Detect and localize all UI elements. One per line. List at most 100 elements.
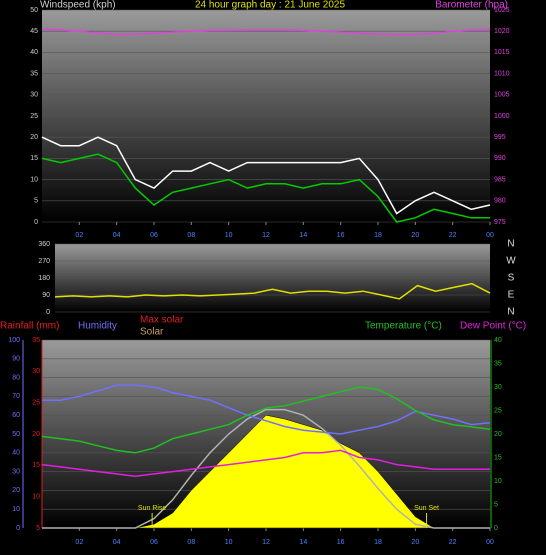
x-tick-label: 10 <box>225 539 233 546</box>
y-tick-label: 30 <box>494 384 502 391</box>
y-tick-label: 995 <box>494 134 506 141</box>
x-tick-label: 20 <box>411 232 419 239</box>
y-tick-label: 980 <box>494 198 506 205</box>
y-tick-label: 30 <box>30 92 38 99</box>
y-tick-label: 5 <box>494 501 498 508</box>
y-tick-label: 1025 <box>494 7 510 14</box>
y-tick-label: 1015 <box>494 49 510 56</box>
compass-label: E <box>508 290 515 301</box>
compass-label: W <box>506 256 516 267</box>
x-tick-label: 20 <box>411 539 419 546</box>
axis-label: Rainfall (mm) <box>0 321 59 332</box>
y-tick-label: 90 <box>42 292 50 299</box>
line <box>42 408 490 529</box>
y-tick-label: 25 <box>32 400 40 407</box>
line <box>42 384 491 435</box>
compass-label: N <box>507 307 514 318</box>
y-tick-label: 45 <box>30 28 38 35</box>
y-tick-label: 1020 <box>494 28 510 35</box>
compass-label: N <box>507 239 514 250</box>
y-tick-label: 10 <box>30 176 38 183</box>
legend-label: Dew Point (°C) <box>460 321 526 332</box>
y-tick-label: 990 <box>494 155 506 162</box>
y-tick-label: 35 <box>30 70 38 77</box>
x-tick-label: 06 <box>150 232 158 239</box>
y-tick-label: 35 <box>32 337 40 344</box>
x-tick-label: 10 <box>225 232 233 239</box>
y-tick-label: 25 <box>494 407 502 414</box>
y-tick-label: 70 <box>12 393 20 400</box>
x-tick-label: 14 <box>299 232 307 239</box>
line <box>41 449 490 478</box>
line <box>54 282 491 300</box>
y-tick-label: 30 <box>12 468 20 475</box>
y-tick-label: 1005 <box>494 92 510 99</box>
x-tick-label: 08 <box>187 539 195 546</box>
y-tick-label: 1000 <box>494 113 510 120</box>
y-tick-label: 25 <box>30 113 38 120</box>
x-tick-label: 00 <box>486 539 494 546</box>
y-tick-label: 270 <box>38 258 50 265</box>
x-tick-label: 02 <box>75 232 83 239</box>
y-tick-label: 20 <box>30 134 38 141</box>
line <box>41 28 490 36</box>
x-tick-label: 02 <box>75 539 83 546</box>
y-tick-label: 40 <box>12 450 20 457</box>
axis-label: Windspeed (kph) <box>40 0 116 11</box>
annotation: Sun Set <box>414 505 439 512</box>
y-tick-label: 50 <box>30 7 38 14</box>
y-tick-label: 15 <box>30 155 38 162</box>
x-tick-label: 22 <box>449 232 457 239</box>
compass-label: S <box>508 273 515 284</box>
x-tick-label: 18 <box>374 539 382 546</box>
y-tick-label: 60 <box>12 412 20 419</box>
y-tick-label: 0 <box>34 219 38 226</box>
line <box>41 136 491 215</box>
y-tick-label: 30 <box>32 368 40 375</box>
y-tick-label: 10 <box>494 478 502 485</box>
y-tick-label: 360 <box>38 241 50 248</box>
chart-title: 24 hour graph day : 21 June 2025 <box>195 0 346 11</box>
y-tick-label: 100 <box>8 337 20 344</box>
legend-label: Humidity <box>78 321 117 332</box>
y-tick-label: 20 <box>32 431 40 438</box>
x-tick-label: 14 <box>299 539 307 546</box>
y-tick-label: 20 <box>494 431 502 438</box>
x-tick-label: 04 <box>113 539 121 546</box>
x-tick-label: 22 <box>449 539 457 546</box>
legend-label: Temperature (°C) <box>365 321 442 332</box>
legend-label: Solar <box>140 327 164 338</box>
annotation: Sun Rise <box>138 505 167 512</box>
y-tick-label: 50 <box>12 431 20 438</box>
x-tick-label: 12 <box>262 539 270 546</box>
x-tick-label: 06 <box>150 539 158 546</box>
y-tick-label: 5 <box>36 525 40 532</box>
y-tick-label: 20 <box>12 487 20 494</box>
x-tick-label: 08 <box>187 232 195 239</box>
line <box>41 153 490 223</box>
legend-label: Max solar <box>140 315 184 326</box>
x-tick-label: 18 <box>374 232 382 239</box>
y-tick-label: 10 <box>12 506 20 513</box>
y-tick-label: 80 <box>12 374 20 381</box>
y-tick-label: 15 <box>32 462 40 469</box>
x-tick-label: 12 <box>262 232 270 239</box>
y-tick-label: 0 <box>16 525 20 532</box>
y-tick-label: 10 <box>32 494 40 501</box>
x-tick-label: 00 <box>486 232 494 239</box>
y-tick-label: 90 <box>12 356 20 363</box>
y-tick-label: 0 <box>494 525 498 532</box>
axis-label: Barometer (hpa) <box>435 0 508 11</box>
x-tick-label: 04 <box>113 232 121 239</box>
y-tick-label: 0 <box>46 309 50 316</box>
y-tick-label: 15 <box>494 454 502 461</box>
y-tick-label: 1010 <box>494 70 510 77</box>
y-tick-label: 35 <box>494 360 502 367</box>
x-tick-label: 16 <box>337 539 345 546</box>
x-tick-label: 16 <box>337 232 345 239</box>
y-tick-label: 985 <box>494 176 506 183</box>
y-tick-label: 40 <box>30 49 38 56</box>
y-tick-label: 975 <box>494 219 506 226</box>
line <box>41 386 491 454</box>
